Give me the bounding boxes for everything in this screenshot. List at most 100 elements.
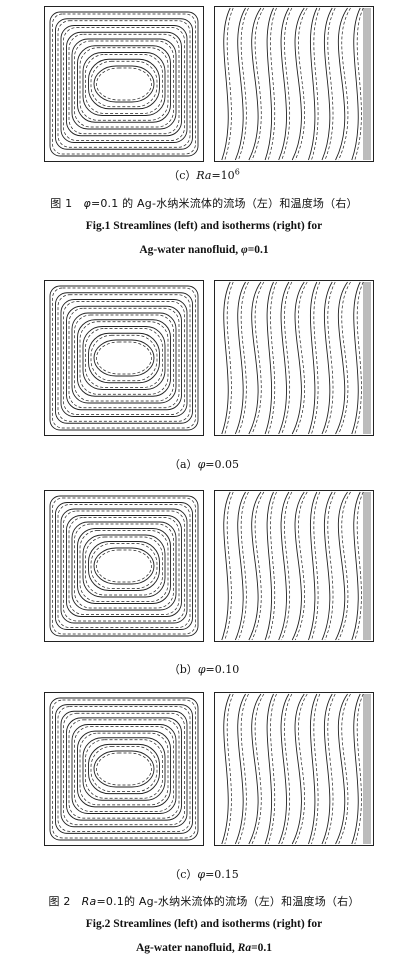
streamline-dashed	[63, 301, 185, 415]
isotherm-solid	[221, 7, 231, 161]
streamline-solid	[60, 299, 188, 417]
streamline-dashed	[68, 33, 180, 135]
streamline-dashed	[52, 497, 196, 635]
streamline-solid	[55, 704, 193, 834]
isotherm-solid	[351, 7, 361, 161]
streamline-dashed	[79, 47, 169, 121]
isotherm-dashed	[281, 491, 293, 641]
isotherm-solid	[234, 693, 246, 845]
isotherm-solid	[234, 491, 246, 641]
streamline-dashed	[63, 712, 185, 826]
streamline-solid	[71, 312, 177, 404]
streamline-dashed	[85, 536, 163, 596]
plot-frame	[44, 6, 204, 162]
isotherm-dashed	[294, 693, 308, 845]
isotherm-dashed	[281, 281, 293, 435]
streamline-solid	[49, 495, 199, 637]
isotherm-dashed	[281, 7, 293, 161]
isotherm-solid	[335, 693, 348, 845]
isotherm-dashed	[311, 693, 321, 845]
isotherm-solid	[351, 491, 361, 641]
streamline-dashed	[68, 517, 180, 615]
streamline-dashed	[57, 20, 191, 148]
isotherm-dashed	[238, 7, 249, 161]
isotherm-dashed	[324, 7, 336, 161]
fig2-caption-cn: 图 2 Ra=0.1的 Ag-水纳米流体的流场（左）和温度场（右）	[48, 895, 360, 908]
streamline-dashed	[79, 732, 169, 806]
streamline-solid	[55, 502, 193, 630]
isotherm-dashed	[354, 281, 364, 435]
streamline-solid	[93, 547, 155, 585]
fig2c-isotherms-panel	[214, 692, 374, 846]
isotherm-solid	[308, 7, 318, 161]
isotherm-solid	[308, 281, 318, 435]
isotherm-dashed	[324, 281, 336, 435]
isotherm-solid	[248, 281, 262, 435]
isotherm-dashed	[224, 7, 234, 161]
isotherms-plot	[214, 280, 374, 436]
fig1-caption-en-1: Fig.1 Streamlines (left) and isotherms (…	[85, 220, 323, 232]
isotherm-solid	[248, 693, 262, 845]
isotherm-solid	[234, 281, 246, 435]
isotherm-solid	[321, 281, 333, 435]
streamline-dashed	[90, 543, 158, 589]
isotherm-solid	[248, 491, 262, 641]
streamline-dashed	[52, 13, 196, 155]
streamline-solid	[66, 305, 182, 411]
isotherm-dashed	[224, 281, 234, 435]
fig2a-streamlines-panel	[44, 280, 204, 436]
streamlines-plot	[44, 280, 204, 436]
fig1-caption-cn: 图 1 φ=0.1 的 Ag-水纳米流体的流场（左）和温度场（右）	[50, 197, 358, 210]
isotherm-solid	[248, 7, 262, 161]
isotherm-solid	[321, 693, 333, 845]
isotherm-dashed	[281, 693, 293, 845]
streamline-dashed	[85, 739, 163, 799]
isotherm-dashed	[267, 7, 277, 161]
streamline-solid	[55, 292, 193, 424]
streamline-solid	[49, 285, 199, 431]
streamline-dashed	[63, 27, 185, 141]
isotherm-solid	[234, 7, 246, 161]
isotherm-dashed	[354, 693, 364, 845]
isotherm-dashed	[311, 491, 321, 641]
fig1-streamlines-panel	[44, 6, 204, 162]
fig1-isotherms-panel	[214, 6, 374, 162]
streamline-solid	[66, 31, 182, 137]
streamline-solid	[88, 743, 160, 795]
isotherm-solid	[278, 281, 290, 435]
isotherm-solid	[321, 491, 333, 641]
streamline-dashed	[57, 504, 191, 628]
streamline-dashed	[79, 530, 169, 602]
streamline-solid	[71, 38, 177, 130]
streamline-solid	[71, 521, 177, 611]
streamline-dashed	[96, 341, 152, 375]
streamline-solid	[60, 710, 188, 828]
isotherm-dashed	[251, 7, 265, 161]
streamline-dashed	[68, 307, 180, 409]
streamline-dashed	[90, 334, 158, 382]
isotherm-solid	[221, 281, 231, 435]
isotherm-dashed	[311, 281, 321, 435]
fig2c-streamlines-panel	[44, 692, 204, 846]
isotherm-solid	[264, 7, 274, 161]
streamline-solid	[82, 326, 166, 390]
isotherm-solid	[335, 281, 348, 435]
isotherm-solid	[335, 7, 348, 161]
isotherm-solid	[291, 693, 305, 845]
isotherm-dashed	[224, 693, 234, 845]
isotherm-dashed	[294, 281, 308, 435]
streamline-dashed	[96, 67, 152, 101]
isotherm-solid	[321, 7, 333, 161]
streamline-solid	[93, 65, 155, 103]
streamline-solid	[93, 750, 155, 788]
isotherm-dashed	[338, 7, 351, 161]
isotherm-dashed	[267, 281, 277, 435]
fig1-caption-en-2: Ag-water nanofluid, φ=0.1	[139, 244, 269, 256]
isotherm-solid	[291, 491, 305, 641]
isotherm-dashed	[267, 693, 277, 845]
isotherm-solid	[264, 281, 274, 435]
streamline-dashed	[57, 706, 191, 832]
streamline-solid	[60, 25, 188, 143]
isotherm-dashed	[354, 7, 364, 161]
